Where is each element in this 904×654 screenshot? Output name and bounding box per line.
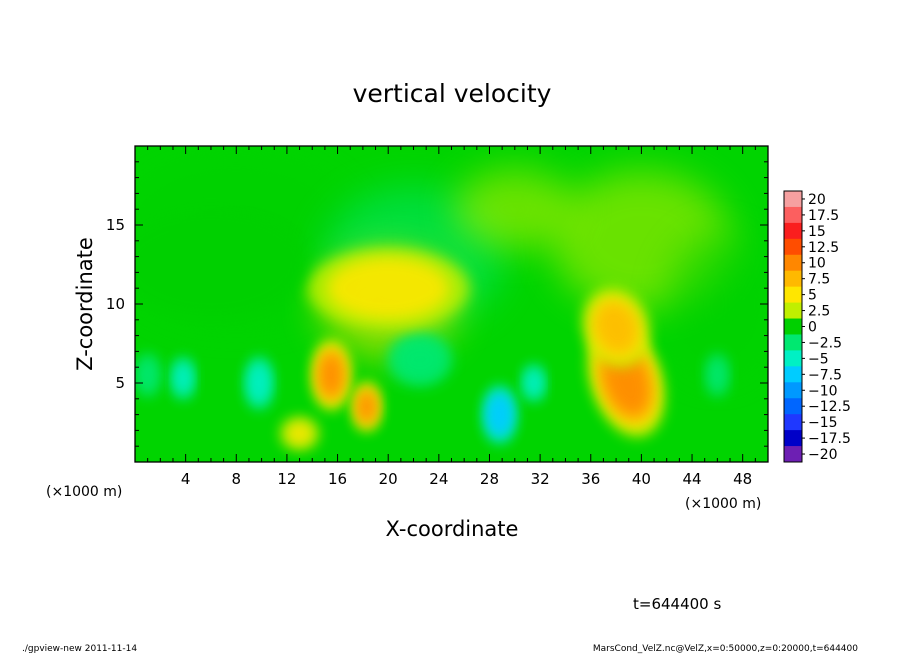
x-tick-label: 44 [682,470,701,488]
field-lobe [138,359,157,392]
colorbar-swatch [784,302,802,320]
x-tick-label: 12 [277,470,296,488]
x-axis-title: X-coordinate [386,517,519,541]
x-tick-label: 32 [531,470,550,488]
colorbar-label: 15 [808,224,826,240]
x-unit-label-right: (×1000 m) [685,496,761,512]
colorbar-swatch [784,238,802,256]
x-tick-label: 4 [181,470,191,488]
colorbar-swatch [784,414,802,431]
colorbar-label: 0 [808,320,817,336]
colorbar-label: −17.5 [808,431,851,447]
field-lobe [358,391,375,422]
x-axis-ticks: 4 8 12 16 20 24 28 32 36 40 44 48 [134,146,769,488]
x-unit-label-left: (×1000 m) [46,484,122,500]
colorbar-label: 5 [808,288,817,304]
chart-title: vertical velocity [353,79,552,108]
colorbar-label: −20 [808,447,838,463]
colorbar-label: 10 [808,256,826,272]
field-region [667,234,768,374]
colorbar-swatch [784,286,802,304]
field-lobe [709,359,726,392]
field-lobe [328,258,449,319]
field-blobs [135,160,768,450]
colorbar-swatch [784,191,802,208]
colorbar-label: 12.5 [808,240,839,256]
field-region [454,169,575,250]
colorbar-swatch [784,430,802,447]
colorbar-swatch [784,254,802,272]
colorbar-swatch [784,446,802,463]
y-tick-label: 15 [106,216,125,234]
colorbar-swatch [784,270,802,288]
colorbar-swatch [784,318,802,335]
colorbar-label: 2.5 [808,304,830,320]
colorbar: 2017.51512.5107.552.50−2.5−5−7.5−10−12.5… [783,190,851,463]
x-tick-label: 36 [581,470,600,488]
footer-left: ./gpview-new 2011-11-14 [22,644,137,654]
colorbar-label: 20 [808,192,826,208]
colorbar-swatch [784,398,802,415]
colorbar-swatch [784,382,802,399]
field-lobe [176,364,191,393]
colorbar-label: −2.5 [808,335,842,351]
heatmap-field [135,146,768,462]
colorbar-swatch [784,350,802,367]
colorbar-label: −5 [808,351,829,367]
colorbar-label: 17.5 [808,208,839,224]
colorbar-label: −12.5 [808,399,851,415]
footer-right: MarsCond_VelZ.nc@VelZ,x=0:50000,z=0:2000… [593,644,858,654]
colorbar-label: −15 [808,415,838,431]
x-tick-label: 48 [733,470,752,488]
field-lobe [489,396,510,433]
y-tick-label: 10 [106,295,125,313]
field-lobe [526,370,541,396]
x-tick-label: 20 [379,470,398,488]
field-lobe [135,210,306,319]
x-tick-label: 40 [632,470,651,488]
x-tick-label: 8 [232,470,242,488]
colorbar-swatch [784,222,802,240]
field-lobe [319,353,343,397]
y-axis-ticks: 5 10 15 [106,145,768,463]
colorbar-label: −10 [808,383,838,399]
colorbar-swatch [784,334,802,351]
field-lobe [250,365,268,401]
colorbar-swatch [784,366,802,383]
colorbar-label: −7.5 [808,367,842,383]
field-lobe [594,301,638,354]
field-lobe [395,339,444,380]
y-tick-label: 5 [115,374,125,392]
colorbar-label: 7.5 [808,272,830,288]
field-lobe [285,421,314,446]
x-tick-label: 16 [328,470,347,488]
colorbar-swatch [784,206,802,224]
time-label: t=644400 s [633,595,721,613]
x-tick-label: 24 [429,470,448,488]
y-axis-title: Z-coordinate [73,237,97,371]
x-tick-label: 28 [480,470,499,488]
